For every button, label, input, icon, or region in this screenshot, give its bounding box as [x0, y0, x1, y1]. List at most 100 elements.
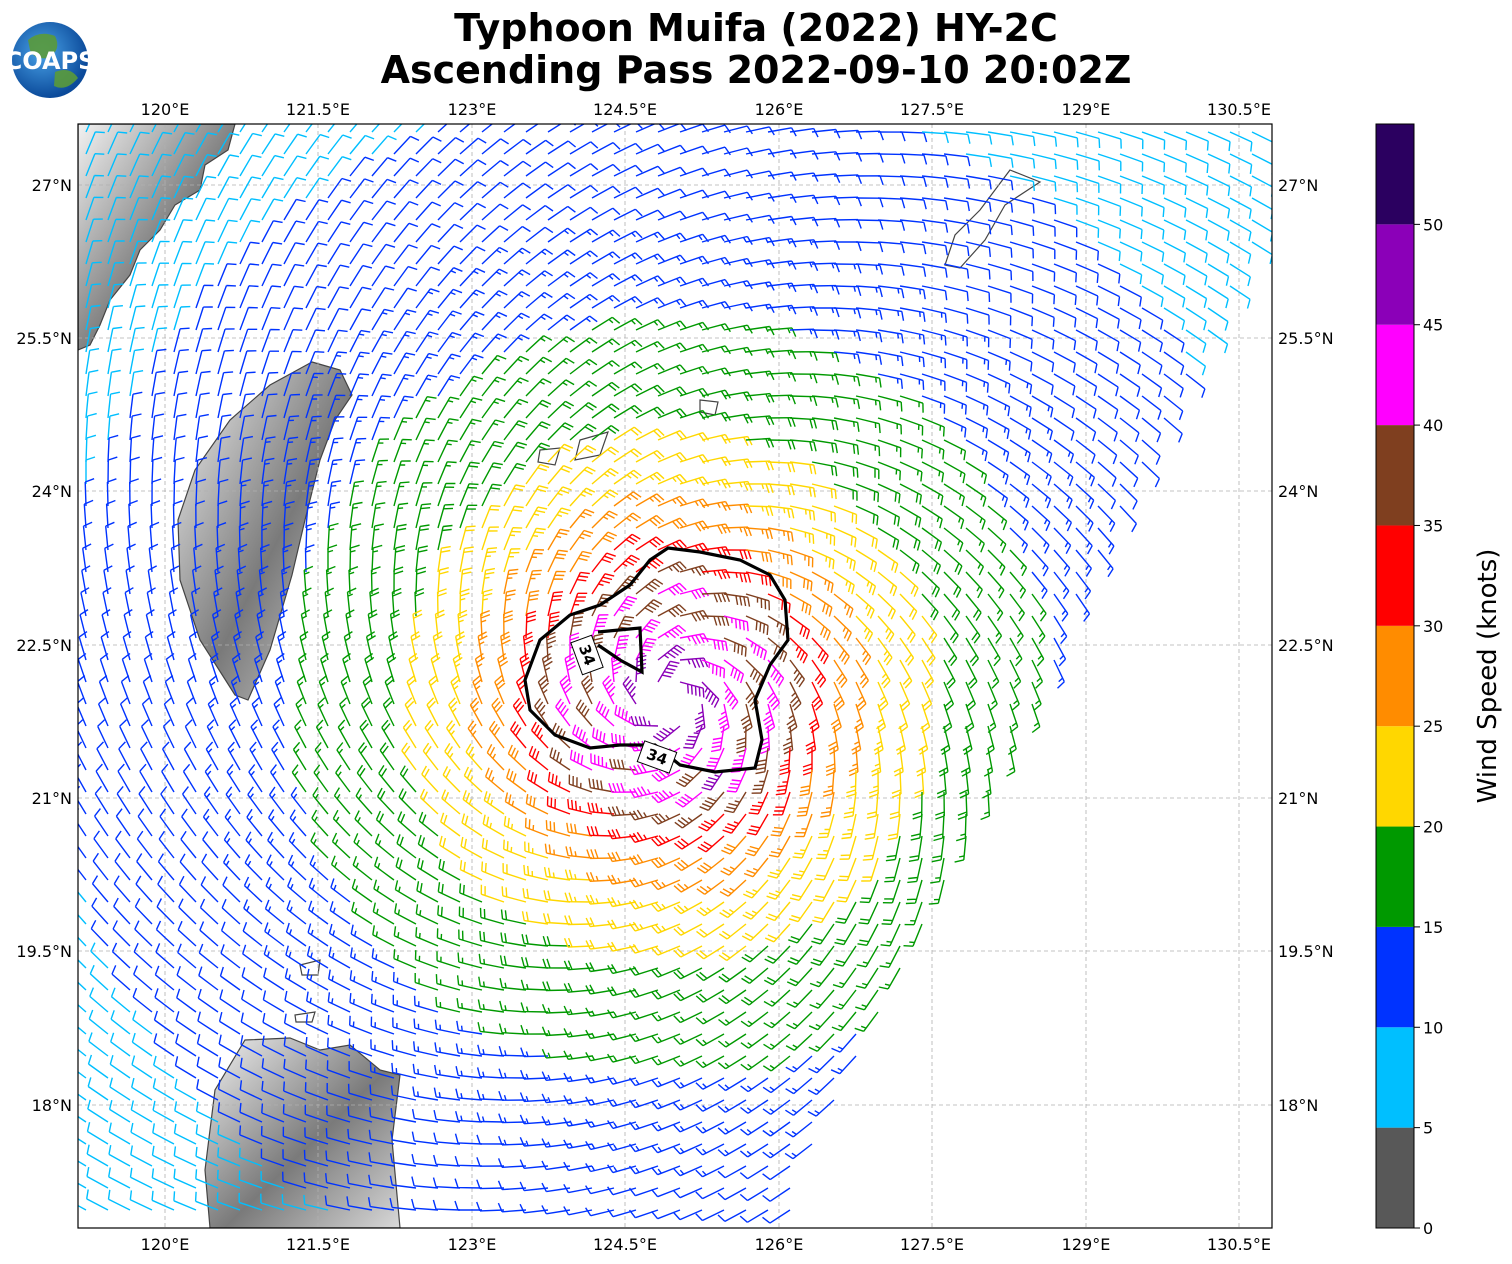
wind-barb — [965, 153, 993, 168]
wind-barb — [163, 697, 175, 727]
wind-barb — [119, 697, 131, 727]
wind-barb — [165, 652, 175, 683]
wind-barb — [657, 660, 680, 683]
wind-barb — [792, 835, 813, 859]
wind-barb — [173, 478, 184, 507]
wind-barb — [217, 1102, 241, 1123]
wind-barb — [723, 413, 753, 424]
wind-barb — [450, 675, 461, 705]
wind-barb — [607, 874, 637, 885]
wind-barb — [555, 698, 571, 727]
wind-barb — [303, 1194, 329, 1211]
wind-barb — [167, 609, 177, 639]
wind-barb — [411, 1131, 439, 1145]
wind-barb — [78, 959, 87, 969]
wind-barb — [86, 1144, 109, 1167]
wind-barb — [607, 1164, 637, 1174]
wind-barb — [173, 1146, 197, 1167]
wind-barb — [283, 124, 291, 133]
wind-barb — [657, 603, 687, 618]
wind-barb — [371, 971, 395, 991]
wind-barb — [607, 1208, 637, 1218]
wind-barb — [1031, 505, 1051, 532]
wind-barb — [635, 340, 665, 353]
colorbar-tick-label: 45 — [1423, 316, 1443, 335]
wind-barb — [107, 456, 118, 485]
wind-barb — [481, 311, 508, 331]
wind-barb — [1141, 329, 1163, 353]
wind-barb — [437, 180, 464, 199]
wind-barb — [393, 926, 417, 947]
wind-barb — [283, 458, 298, 485]
lat-label: 18°N — [1278, 1096, 1318, 1115]
wind-barb — [437, 524, 453, 551]
wind-barb — [437, 545, 451, 573]
wind-barb — [239, 1125, 263, 1145]
wind-barb — [965, 659, 978, 689]
wind-barb — [855, 681, 867, 711]
wind-barb — [498, 1113, 527, 1124]
wind-barb — [1053, 659, 1065, 689]
wind-barb — [1229, 285, 1251, 309]
wind-barb — [78, 675, 87, 705]
wind-barb — [283, 133, 307, 155]
wind-barb — [195, 306, 213, 331]
wind-barb — [762, 1077, 791, 1094]
wind-barb — [217, 435, 231, 463]
wind-barb — [208, 675, 219, 705]
wind-barb — [673, 1165, 703, 1177]
wind-barb — [876, 703, 887, 734]
wind-barb — [569, 358, 598, 375]
wind-barb — [234, 609, 244, 639]
wind-barb — [129, 1167, 153, 1189]
wind-barb — [525, 356, 553, 375]
wind-barb — [899, 219, 927, 232]
wind-barb — [1031, 615, 1046, 645]
wind-barb — [79, 609, 89, 639]
wind-barb — [811, 373, 840, 385]
wind-barb — [585, 1140, 615, 1151]
wind-barb — [810, 945, 835, 966]
wind-barb — [187, 652, 197, 683]
wind-barb — [116, 785, 131, 815]
wind-barb — [433, 1087, 461, 1101]
wind-barb — [376, 787, 395, 815]
wind-barb — [305, 285, 327, 309]
wind-barb — [480, 609, 491, 639]
wind-barb — [651, 790, 681, 804]
wind-barb — [987, 439, 1010, 462]
wind-barb — [965, 197, 992, 212]
wind-barb — [679, 520, 709, 532]
wind-barb — [628, 1077, 659, 1087]
wind-barb — [393, 200, 419, 221]
logo-text: COAPS — [5, 47, 96, 75]
wind-barb — [812, 307, 840, 318]
wind-barb — [497, 1158, 527, 1168]
wind-barb — [491, 697, 505, 727]
wind-barb — [523, 864, 549, 881]
wind-barb — [657, 517, 687, 529]
wind-barb — [262, 990, 285, 1013]
wind-barb — [855, 373, 882, 388]
wind-barb — [150, 500, 161, 529]
wind-barb — [424, 719, 439, 749]
wind-barb — [1207, 329, 1229, 354]
wind-barb — [1207, 241, 1230, 264]
wind-barb — [832, 989, 857, 1010]
wind-barb — [166, 631, 176, 661]
wind-barb — [525, 485, 549, 507]
wind-barb — [292, 741, 307, 771]
wind-barb — [239, 1057, 263, 1079]
wind-barb — [398, 788, 417, 815]
wind-barb — [877, 659, 891, 689]
wind-barb — [837, 857, 857, 882]
wind-barb — [437, 882, 461, 903]
wind-barb — [613, 230, 643, 243]
wind-barb — [1207, 285, 1229, 309]
wind-barb — [503, 839, 527, 859]
wind-barb — [393, 523, 407, 551]
wind-barb — [325, 565, 336, 595]
wind-barb — [133, 965, 153, 991]
wind-barb — [921, 571, 941, 598]
wind-barb — [195, 262, 215, 287]
